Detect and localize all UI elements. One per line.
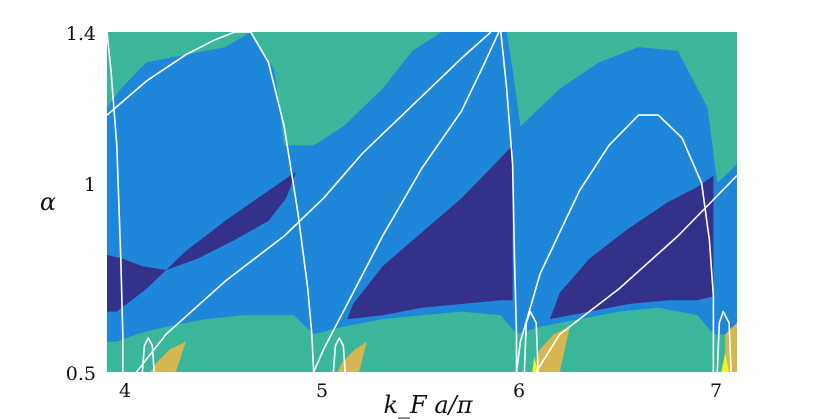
boundary-curve-dome-2 (312, 32, 500, 372)
x-tick-label: 4 (119, 380, 131, 402)
boundary-curve-loop-2 (332, 337, 346, 372)
region-gold-1 (150, 341, 186, 372)
region-teal-top-3 (506, 32, 737, 184)
boundary-curve-dome-4 (515, 114, 715, 372)
x-tick-label: 6 (513, 380, 525, 402)
x-axis: 4 5 6 7 k_F a/π (119, 380, 722, 419)
boundary-curve-loop-1 (141, 337, 155, 372)
boundary-curve-loop-4 (716, 310, 732, 372)
region-teal-top-1 (107, 32, 251, 108)
y-tick-label: 1 (84, 174, 96, 196)
boundary-curve-diag-2 (535, 175, 737, 372)
y-tick-label: 1.4 (66, 23, 96, 45)
region-yellow-2 (721, 353, 730, 372)
region-navy-3 (550, 175, 714, 320)
boundary-curve-dome-3 (500, 32, 518, 372)
boundary-curve-loop-3 (523, 310, 539, 372)
x-axis-label: k_F a/π (384, 391, 474, 419)
y-axis-label: α (40, 188, 56, 216)
region-yellow-1 (532, 356, 539, 372)
plot-area (107, 32, 737, 372)
boundary-curve-dome-1 (107, 32, 315, 372)
y-tick-label: 0.5 (66, 363, 96, 385)
x-tick-label: 5 (316, 380, 328, 402)
region-navy-2 (347, 145, 513, 320)
region-navy-1 (107, 171, 296, 312)
x-tick-label: 7 (710, 380, 722, 402)
y-axis: 0.5 1 1.4 α (40, 23, 96, 385)
boundary-curve-edge-left (107, 32, 124, 372)
region-teal-low (107, 307, 737, 372)
region-gold-4 (725, 322, 737, 372)
boundary-curves-layer (107, 32, 737, 372)
boundary-curve-diag-1 (135, 32, 492, 372)
region-teal-top-2 (250, 32, 442, 146)
